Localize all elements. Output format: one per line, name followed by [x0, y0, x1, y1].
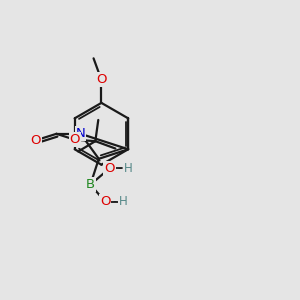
Text: O: O: [104, 162, 115, 175]
Text: O: O: [70, 133, 80, 146]
Text: H: H: [123, 162, 132, 175]
Text: -: -: [117, 163, 121, 173]
Text: N: N: [76, 127, 85, 140]
Text: -: -: [113, 196, 117, 206]
Text: O: O: [31, 134, 41, 147]
Text: O: O: [96, 74, 107, 86]
Text: O: O: [100, 195, 110, 208]
Text: B: B: [86, 178, 95, 191]
Text: H: H: [119, 195, 128, 208]
